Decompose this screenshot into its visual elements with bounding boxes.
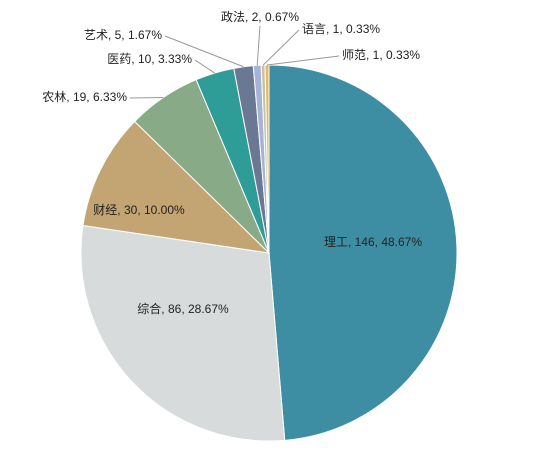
leader-line	[194, 59, 215, 74]
data-label: 语言, 1, 0.33%	[302, 22, 380, 36]
leader-line	[262, 29, 300, 66]
pie-slice	[82, 120, 271, 254]
data-label: 农林, 19, 6.33%	[42, 90, 127, 104]
data-label: 综合, 86, 28.67%	[137, 301, 229, 316]
data-label: 政法, 2, 0.67%	[221, 10, 299, 24]
pie-slice	[80, 224, 286, 442]
leader-line	[266, 55, 340, 66]
data-label: 理工, 146, 48.67%	[324, 235, 422, 249]
leader-line	[164, 35, 244, 68]
data-label: 师范, 1, 0.33%	[342, 48, 420, 62]
leader-line	[256, 25, 261, 66]
data-label: 医药, 10, 3.33%	[107, 52, 192, 66]
pie-slice	[268, 64, 458, 441]
data-label: 艺术, 5, 1.67%	[84, 28, 162, 42]
data-label: 财经, 30, 10.00%	[93, 203, 185, 217]
